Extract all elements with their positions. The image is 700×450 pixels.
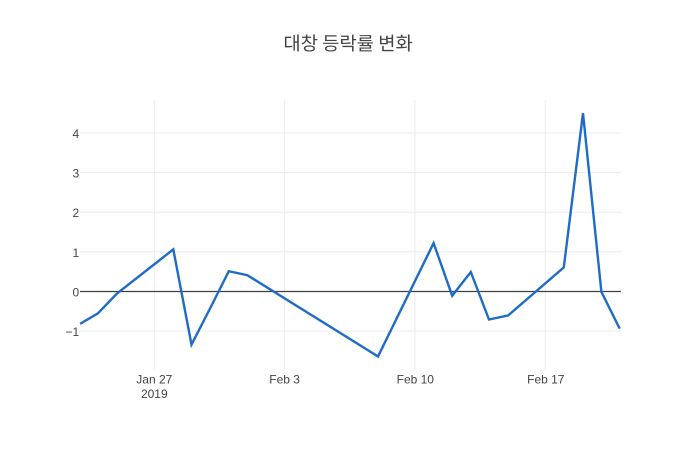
svg-text:2: 2 xyxy=(73,206,80,220)
svg-text:Jan 27: Jan 27 xyxy=(136,373,172,387)
svg-text:1: 1 xyxy=(73,246,80,260)
svg-text:Feb 3: Feb 3 xyxy=(269,373,300,387)
svg-text:Feb 17: Feb 17 xyxy=(527,373,565,387)
svg-text:4: 4 xyxy=(73,127,80,141)
svg-text:Feb 10: Feb 10 xyxy=(397,373,435,387)
svg-text:−1: −1 xyxy=(66,325,80,339)
svg-text:3: 3 xyxy=(73,167,80,181)
svg-text:2019: 2019 xyxy=(141,387,168,401)
svg-text:0: 0 xyxy=(73,285,80,299)
